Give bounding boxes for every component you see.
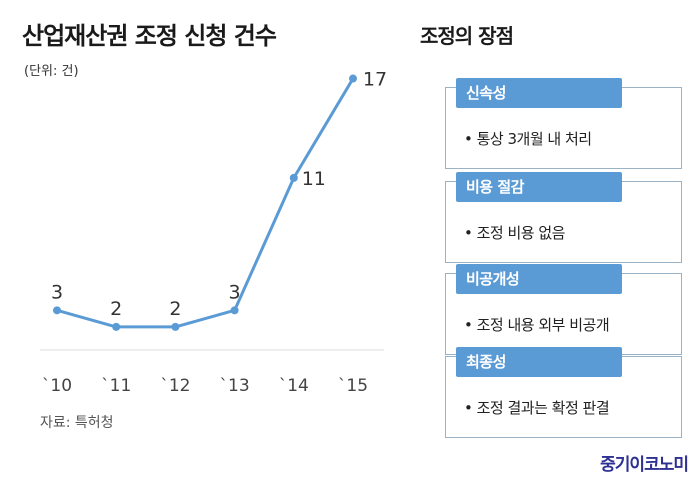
line-chart: 3 `10 2 `11 2 `12 3 `13 11 `14 17 `15 — [40, 69, 387, 396]
data-point — [349, 74, 357, 83]
brand-logo: 중기이코노미 — [600, 455, 689, 475]
data-label: 3 — [229, 281, 241, 303]
x-tick-label: `11 — [101, 376, 131, 396]
data-point — [289, 173, 298, 182]
benefits-heading: 조정의 장점 — [420, 24, 514, 48]
benefit-label: 비공개성 — [456, 264, 622, 294]
data-label: 2 — [169, 298, 181, 320]
chart-title: 산업재산권 조정 신청 건수 — [22, 22, 277, 50]
data-label: 2 — [110, 298, 122, 320]
x-tick-label: `12 — [160, 376, 190, 396]
data-point — [171, 322, 180, 331]
benefit-label: 최종성 — [456, 347, 622, 377]
benefit-text: • 조정 비용 없음 — [464, 224, 565, 242]
x-tick-label: `10 — [42, 376, 72, 396]
source-note: 자료: 특허청 — [40, 415, 114, 431]
data-point — [230, 306, 239, 315]
benefit-label: 비용 절감 — [456, 172, 622, 202]
benefit-card-speed: 신속성 • 통상 3개월 내 처리 — [445, 78, 682, 169]
benefit-text: • 조정 결과는 확정 판결 — [464, 399, 610, 417]
data-point — [112, 322, 121, 331]
unit-label: (단위: 건) — [24, 64, 79, 79]
data-point — [53, 306, 61, 315]
benefit-card-confidentiality: 비공개성 • 조정 내용 외부 비공개 — [445, 264, 682, 355]
x-tick-label: `14 — [279, 376, 309, 396]
benefit-text: • 조정 내용 외부 비공개 — [464, 316, 610, 334]
benefit-label: 신속성 — [456, 78, 622, 108]
x-tick-label: `15 — [338, 376, 368, 396]
data-label: 11 — [302, 168, 326, 190]
benefit-card-cost: 비용 절감 • 조정 비용 없음 — [445, 172, 682, 263]
data-label: 17 — [363, 69, 387, 91]
x-tick-label: `13 — [220, 376, 250, 396]
series-line — [56, 77, 355, 329]
benefit-card-finality: 최종성 • 조정 결과는 확정 판결 — [445, 347, 682, 438]
data-label: 3 — [51, 281, 63, 303]
benefit-text: • 통상 3개월 내 처리 — [464, 130, 592, 148]
